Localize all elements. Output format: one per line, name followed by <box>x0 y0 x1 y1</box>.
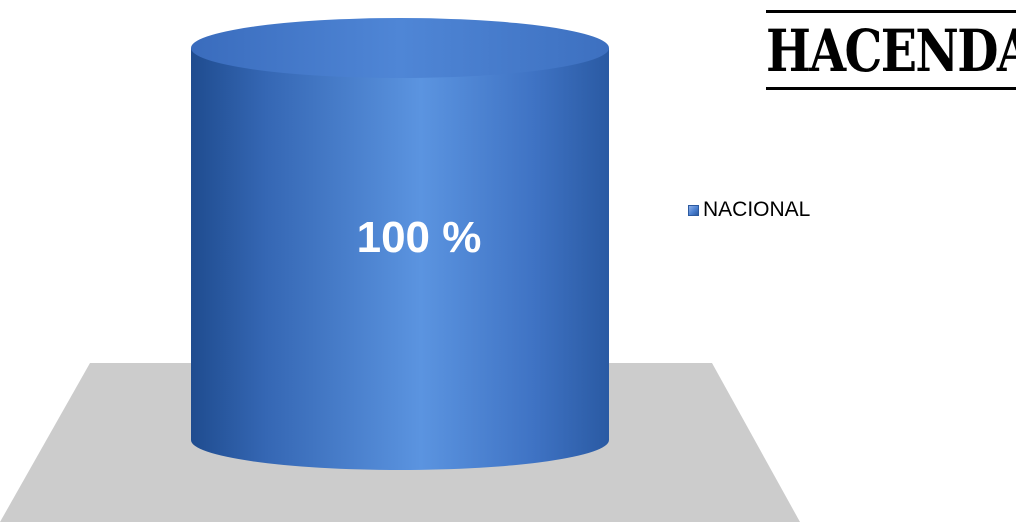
legend-label-nacional: NACIONAL <box>703 198 811 221</box>
hacendado-logo: HACENDADO <box>766 10 1016 90</box>
data-label: 100 % <box>357 213 482 262</box>
logo-text: HACENDADO <box>766 17 1016 85</box>
bar-body <box>191 48 609 470</box>
bar-cylinder <box>191 18 609 470</box>
legend-swatch <box>688 204 699 216</box>
bar-top <box>191 18 609 78</box>
legend: NACIONAL <box>688 198 810 222</box>
bars-layer <box>191 18 609 470</box>
